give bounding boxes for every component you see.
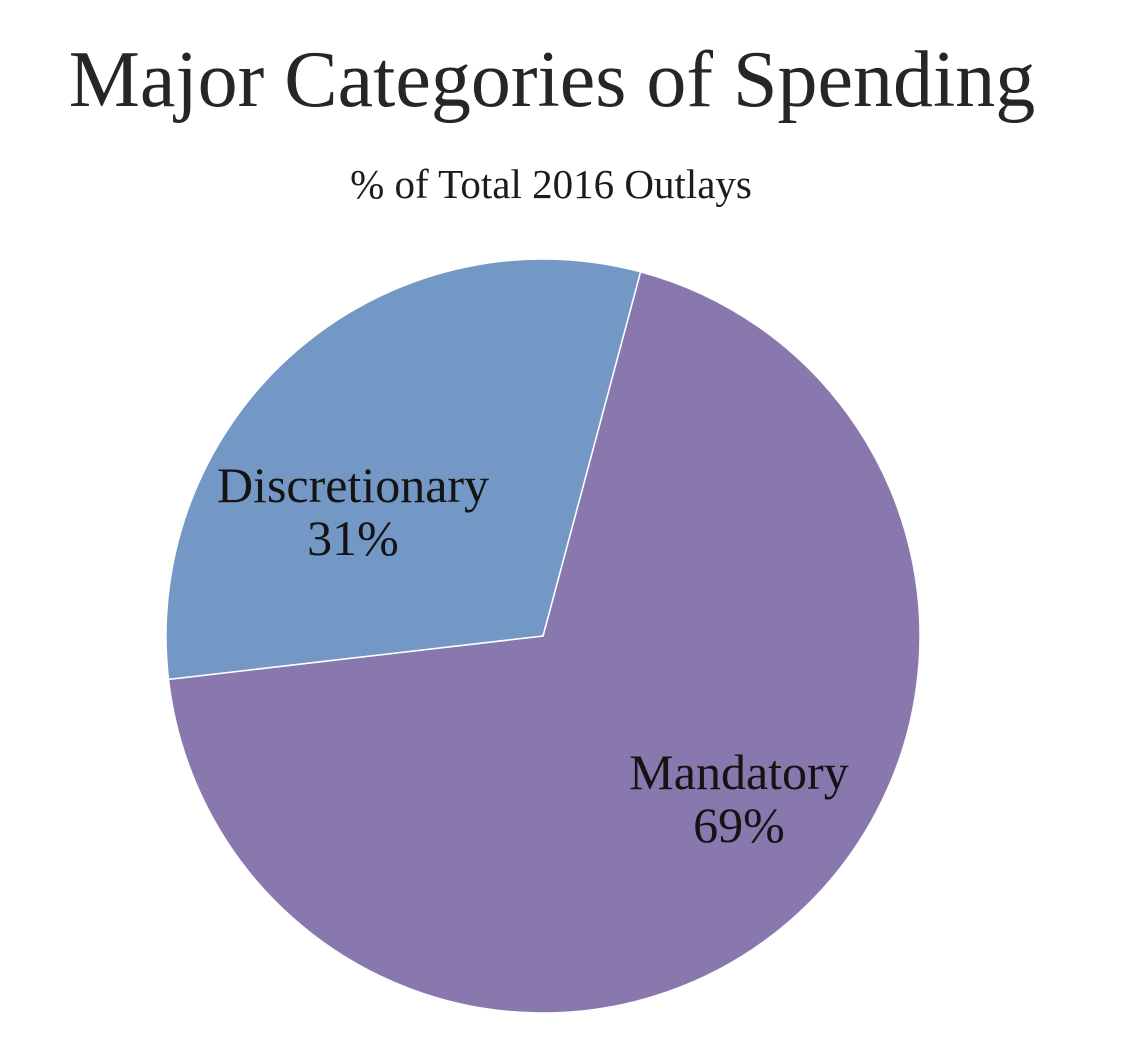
chart-subtitle: % of Total 2016 Outlays [350, 161, 752, 207]
pie-slice-mandatory [167, 271, 921, 1014]
slice-label-mandatory-value: 69% [693, 797, 785, 853]
slice-label-discretionary: Discretionary 31% [217, 459, 489, 565]
pie-plot-area [163, 256, 923, 1016]
pie-slice-discretionary [165, 258, 642, 681]
slice-label-mandatory: Mandatory 69% [629, 746, 848, 852]
pie-chart [165, 258, 921, 1014]
slice-label-discretionary-value: 31% [307, 510, 399, 566]
chart-title: Major Categories of Spending [68, 36, 1036, 124]
slice-label-discretionary-name: Discretionary [216, 457, 490, 513]
slice-label-mandatory-name: Mandatory [629, 744, 849, 800]
